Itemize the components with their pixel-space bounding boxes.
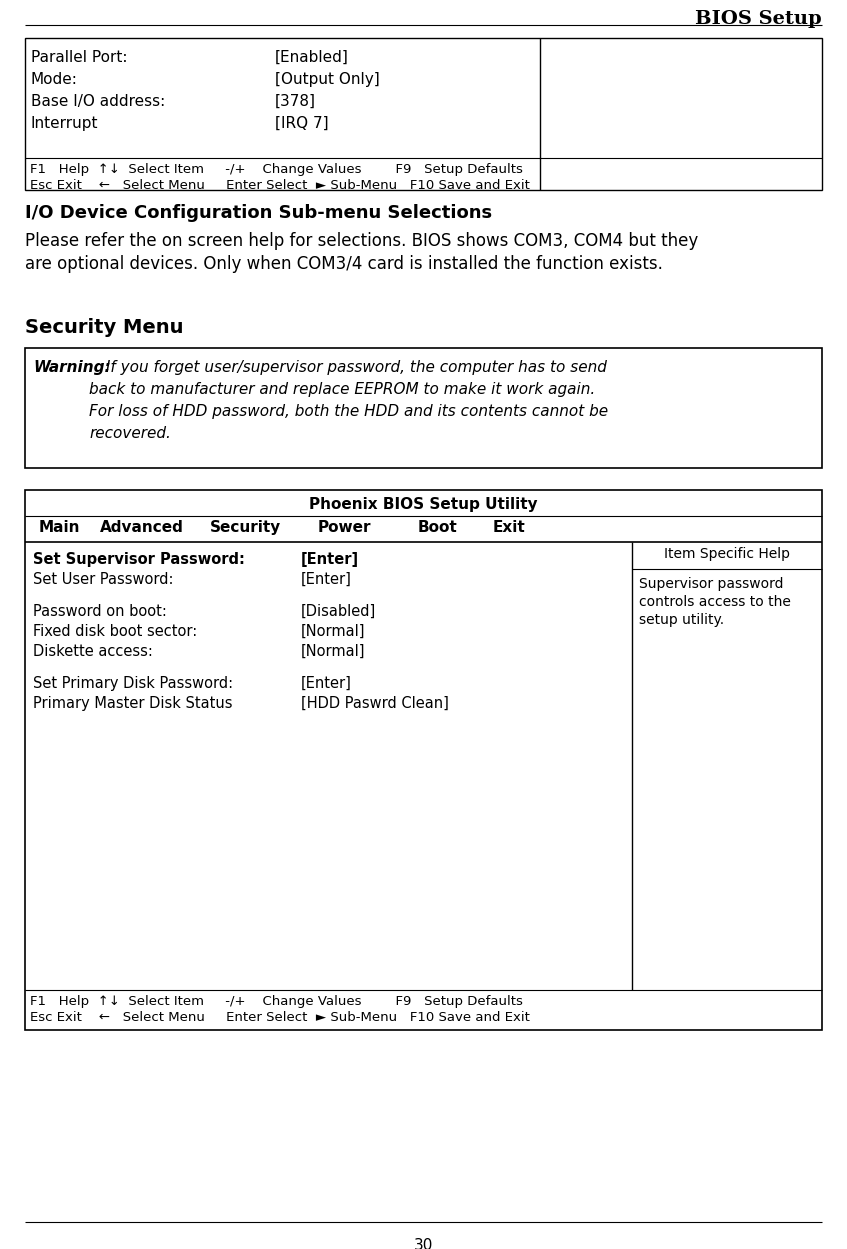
Bar xyxy=(25,37,822,190)
Text: [Normal]: [Normal] xyxy=(301,624,366,639)
Text: Diskette access:: Diskette access: xyxy=(33,644,152,659)
Text: Item Specific Help: Item Specific Help xyxy=(664,547,790,561)
Text: F1   Help  ↑↓  Select Item     -/+    Change Values        F9   Setup Defaults: F1 Help ↑↓ Select Item -/+ Change Values… xyxy=(30,995,523,1008)
Text: Esc Exit    ←   Select Menu     Enter Select  ► Sub-Menu   F10 Save and Exit: Esc Exit ← Select Menu Enter Select ► Su… xyxy=(30,179,530,192)
Text: controls access to the: controls access to the xyxy=(639,595,791,610)
Text: Phoenix BIOS Setup Utility: Phoenix BIOS Setup Utility xyxy=(309,497,538,512)
Text: BIOS Setup: BIOS Setup xyxy=(695,10,822,27)
Text: [Enabled]: [Enabled] xyxy=(275,50,349,65)
Text: Set Supervisor Password:: Set Supervisor Password: xyxy=(33,552,245,567)
Text: Exit: Exit xyxy=(493,520,526,535)
Text: For loss of HDD password, both the HDD and its contents cannot be: For loss of HDD password, both the HDD a… xyxy=(89,403,608,418)
Text: [Enter]: [Enter] xyxy=(301,676,352,691)
Text: Esc Exit    ←   Select Menu     Enter Select  ► Sub-Menu   F10 Save and Exit: Esc Exit ← Select Menu Enter Select ► Su… xyxy=(30,1010,530,1024)
Text: Advanced: Advanced xyxy=(100,520,184,535)
Text: [IRQ 7]: [IRQ 7] xyxy=(275,116,329,131)
Text: [Enter]: [Enter] xyxy=(301,552,359,567)
Text: Please refer the on screen help for selections. BIOS shows COM3, COM4 but they: Please refer the on screen help for sele… xyxy=(25,232,698,250)
Bar xyxy=(25,490,822,1030)
Text: Parallel Port:: Parallel Port: xyxy=(31,50,128,65)
Text: Fixed disk boot sector:: Fixed disk boot sector: xyxy=(33,624,197,639)
Text: Primary Master Disk Status: Primary Master Disk Status xyxy=(33,696,232,711)
Text: Password on boot:: Password on boot: xyxy=(33,605,167,620)
Text: Set User Password:: Set User Password: xyxy=(33,572,174,587)
Text: [HDD Paswrd Clean]: [HDD Paswrd Clean] xyxy=(301,696,449,711)
Text: Supervisor password: Supervisor password xyxy=(639,577,783,591)
Bar xyxy=(25,348,822,468)
Text: Interrupt: Interrupt xyxy=(31,116,98,131)
Text: Set Primary Disk Password:: Set Primary Disk Password: xyxy=(33,676,233,691)
Text: [Normal]: [Normal] xyxy=(301,644,366,659)
Text: Base I/O address:: Base I/O address: xyxy=(31,94,165,109)
Text: Security: Security xyxy=(210,520,281,535)
Text: [Disabled]: [Disabled] xyxy=(301,605,376,620)
Text: [Enter]: [Enter] xyxy=(301,572,352,587)
Text: Warning:: Warning: xyxy=(33,360,111,375)
Text: Security Menu: Security Menu xyxy=(25,318,184,337)
Text: Main: Main xyxy=(39,520,80,535)
Text: [Output Only]: [Output Only] xyxy=(275,72,379,87)
Text: If you forget user/supervisor password, the computer has to send: If you forget user/supervisor password, … xyxy=(101,360,606,375)
Text: I/O Device Configuration Sub-menu Selections: I/O Device Configuration Sub-menu Select… xyxy=(25,204,492,222)
Text: back to manufacturer and replace EEPROM to make it work again.: back to manufacturer and replace EEPROM … xyxy=(89,382,595,397)
Text: Power: Power xyxy=(318,520,372,535)
Text: Mode:: Mode: xyxy=(31,72,78,87)
Text: setup utility.: setup utility. xyxy=(639,613,724,627)
Text: Boot: Boot xyxy=(418,520,457,535)
Text: 30: 30 xyxy=(414,1238,433,1249)
Text: [378]: [378] xyxy=(275,94,316,109)
Text: recovered.: recovered. xyxy=(89,426,171,441)
Text: are optional devices. Only when COM3/4 card is installed the function exists.: are optional devices. Only when COM3/4 c… xyxy=(25,255,663,274)
Text: F1   Help  ↑↓  Select Item     -/+    Change Values        F9   Setup Defaults: F1 Help ↑↓ Select Item -/+ Change Values… xyxy=(30,164,523,176)
